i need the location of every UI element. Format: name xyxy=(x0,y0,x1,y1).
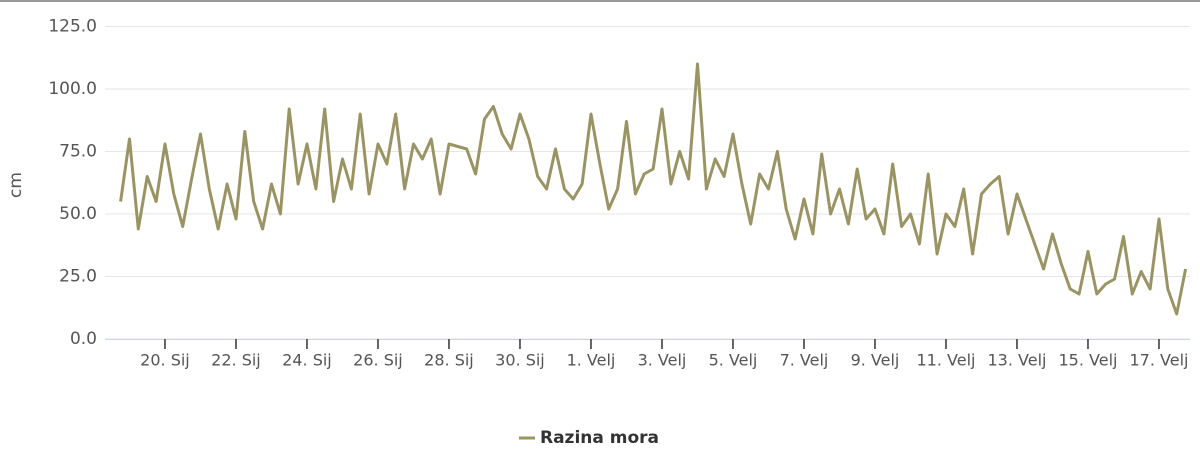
x-tick-label: 13. Velj xyxy=(987,351,1046,370)
y-tick-label: 75.0 xyxy=(59,142,97,162)
data-line xyxy=(119,62,1188,316)
x-tick-label: 30. Sij xyxy=(495,351,545,370)
y-tick-label: 125.0 xyxy=(48,17,97,37)
x-tick-label: 5. Velj xyxy=(709,351,758,370)
x-tick-label: 9. Velj xyxy=(851,351,900,370)
x-tick-label: 11. Velj xyxy=(916,351,975,370)
x-tick-label: 3. Velj xyxy=(638,351,687,370)
y-tick-label: 100.0 xyxy=(48,79,97,99)
x-tick-label: 26. Sij xyxy=(353,351,403,370)
x-tick-label: 28. Sij xyxy=(424,351,474,370)
x-tick-label: 22. Sij xyxy=(211,351,261,370)
x-tick-label: 17. Velj xyxy=(1129,351,1188,370)
x-tick-label: 1. Velj xyxy=(567,351,616,370)
x-tick-label: 7. Velj xyxy=(780,351,829,370)
legend-label: Razina mora xyxy=(540,428,659,448)
y-axis-label: cm xyxy=(6,172,26,198)
y-tick-label: 50.0 xyxy=(59,204,97,224)
x-tick-label: 15. Velj xyxy=(1058,351,1117,370)
y-tick-label: 0.0 xyxy=(70,329,97,349)
x-tick-label: 24. Sij xyxy=(282,351,332,370)
x-tick-label: 20. Sij xyxy=(140,351,190,370)
y-tick-label: 25.0 xyxy=(59,267,97,287)
